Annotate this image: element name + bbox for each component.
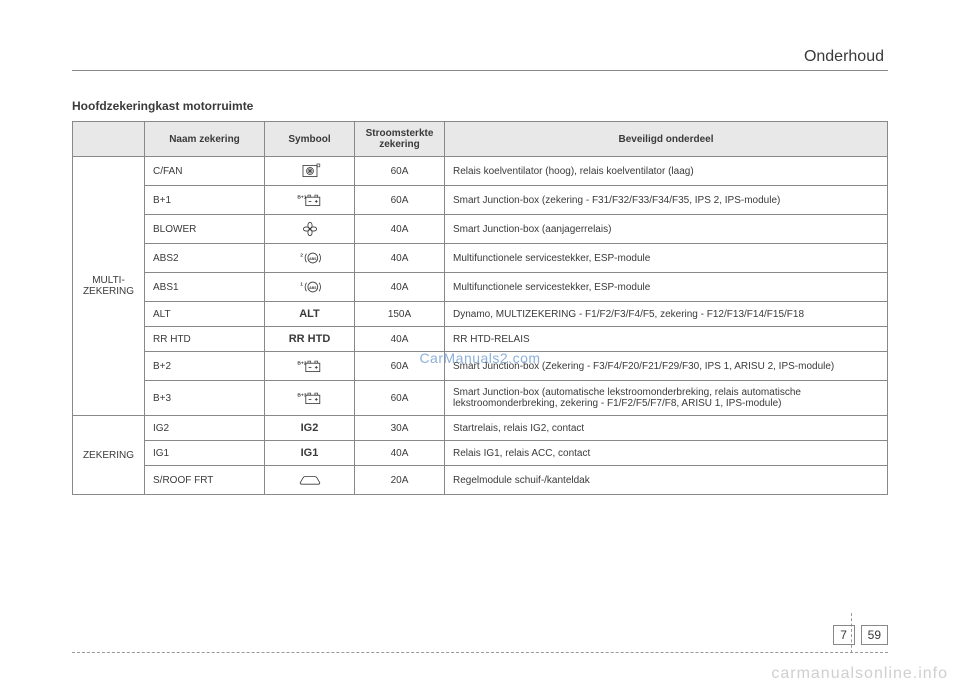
group-label: ZEKERING <box>73 416 145 495</box>
table-row: ABS2 2 ABS 40AMultifunctionele servicestekk… <box>73 244 888 273</box>
table-row: IG1IG140ARelais IG1, relais ACC, contact <box>73 441 888 466</box>
fuse-name: B+3 <box>145 381 265 416</box>
col-name: Naam zekering <box>145 122 265 157</box>
fuse-desc: Smart Junction-box (automatische lekstro… <box>445 381 888 416</box>
fuse-name: IG2 <box>145 416 265 441</box>
group-label: MULTI-ZEKERING <box>73 157 145 416</box>
page-number-box: 7 59 <box>833 625 888 645</box>
fuse-desc: Multifunctionele servicestekker, ESP-mod… <box>445 273 888 302</box>
table-row: B+3 B+3 60ASmart Junction-box (automatisch… <box>73 381 888 416</box>
svg-text:ABS: ABS <box>309 257 317 261</box>
fuse-symbol: B+2 <box>265 352 355 381</box>
fuse-symbol <box>265 466 355 495</box>
table-row: RR HTDRR HTD40ARR HTD-RELAIS <box>73 327 888 352</box>
fuse-name: ALT <box>145 302 265 327</box>
fuse-desc: RR HTD-RELAIS <box>445 327 888 352</box>
fuse-amp: 20A <box>355 466 445 495</box>
svg-text:B+1: B+1 <box>297 195 306 201</box>
fuse-desc: Smart Junction-box (aanjagerrelais) <box>445 215 888 244</box>
table-row: MULTI-ZEKERINGC/FAN60ARelais koelventila… <box>73 157 888 186</box>
page-chapter: 7 <box>833 625 855 645</box>
fuse-name: B+1 <box>145 186 265 215</box>
fuse-amp: 40A <box>355 215 445 244</box>
fuse-symbol: ALT <box>265 302 355 327</box>
fuse-name: S/ROOF FRT <box>145 466 265 495</box>
fuse-symbol: 2 ABS <box>265 244 355 273</box>
col-amp: Stroomsterkte zekering <box>355 122 445 157</box>
table-row: B+1 B+1 60ASmart Junction-box (zekering - … <box>73 186 888 215</box>
fuse-amp: 40A <box>355 244 445 273</box>
fuse-symbol <box>265 157 355 186</box>
fuse-desc: Regelmodule schuif-/kanteldak <box>445 466 888 495</box>
fuse-desc: Smart Junction-box (Zekering - F3/F4/F20… <box>445 352 888 381</box>
col-desc: Beveiligd onderdeel <box>445 122 888 157</box>
fuse-name: ABS2 <box>145 244 265 273</box>
fuse-name: C/FAN <box>145 157 265 186</box>
table-row: S/ROOF FRT 20ARegelmodule schuif-/kanteld… <box>73 466 888 495</box>
fuse-amp: 60A <box>355 352 445 381</box>
table-row: B+2 B+2 60ASmart Junction-box (Zekering - … <box>73 352 888 381</box>
col-group-blank <box>73 122 145 157</box>
fuse-symbol: IG2 <box>265 416 355 441</box>
fuse-symbol: RR HTD <box>265 327 355 352</box>
table-row: ZEKERINGIG2IG230AStartrelais, relais IG2… <box>73 416 888 441</box>
svg-text:B+2: B+2 <box>297 361 306 367</box>
table-header-row: Naam zekering Symbool Stroomsterkte zeke… <box>73 122 888 157</box>
fuse-symbol: B+3 <box>265 381 355 416</box>
fuse-amp: 30A <box>355 416 445 441</box>
svg-text:ABS: ABS <box>309 286 317 290</box>
fuse-amp: 60A <box>355 157 445 186</box>
fuse-name: BLOWER <box>145 215 265 244</box>
header-rule <box>72 70 888 71</box>
fuse-amp: 40A <box>355 441 445 466</box>
fuse-symbol: IG1 <box>265 441 355 466</box>
footer-dashed-rule <box>72 652 888 653</box>
fuse-name: RR HTD <box>145 327 265 352</box>
fuse-desc: Relais IG1, relais ACC, contact <box>445 441 888 466</box>
footer: 7 59 <box>72 652 888 653</box>
fuse-desc: Multifunctionele servicestekker, ESP-mod… <box>445 244 888 273</box>
fuse-desc: Startrelais, relais IG2, contact <box>445 416 888 441</box>
fuse-name: ABS1 <box>145 273 265 302</box>
svg-text:1: 1 <box>300 282 303 288</box>
fuse-amp: 60A <box>355 381 445 416</box>
table-row: ALTALT150ADynamo, MULTIZEKERING - F1/F2/… <box>73 302 888 327</box>
page: Onderhoud Hoofdzekeringkast motorruimte … <box>0 0 960 689</box>
fuse-symbol: B+1 <box>265 186 355 215</box>
fuse-symbol <box>265 215 355 244</box>
fuse-name: B+2 <box>145 352 265 381</box>
svg-text:B+3: B+3 <box>297 393 306 399</box>
col-symbol: Symbool <box>265 122 355 157</box>
table-row: BLOWER 40ASmart Junction-box (aanjagerrel… <box>73 215 888 244</box>
fuse-name: IG1 <box>145 441 265 466</box>
table-title: Hoofdzekeringkast motorruimte <box>72 99 888 113</box>
fuse-desc: Dynamo, MULTIZEKERING - F1/F2/F3/F4/F5, … <box>445 302 888 327</box>
fuse-amp: 40A <box>355 273 445 302</box>
fuse-amp: 40A <box>355 327 445 352</box>
page-number: 59 <box>861 625 888 645</box>
fuse-desc: Relais koelventilator (hoog), relais koe… <box>445 157 888 186</box>
fuse-symbol: 1 ABS <box>265 273 355 302</box>
section-header: Onderhoud <box>72 48 888 66</box>
fuse-desc: Smart Junction-box (zekering - F31/F32/F… <box>445 186 888 215</box>
svg-text:2: 2 <box>300 253 303 259</box>
site-watermark: carmanualsonline.info <box>771 665 948 683</box>
fuse-amp: 150A <box>355 302 445 327</box>
fuse-table: Naam zekering Symbool Stroomsterkte zeke… <box>72 121 888 495</box>
table-row: ABS1 1 ABS 40AMultifunctionele servicestekk… <box>73 273 888 302</box>
fuse-amp: 60A <box>355 186 445 215</box>
